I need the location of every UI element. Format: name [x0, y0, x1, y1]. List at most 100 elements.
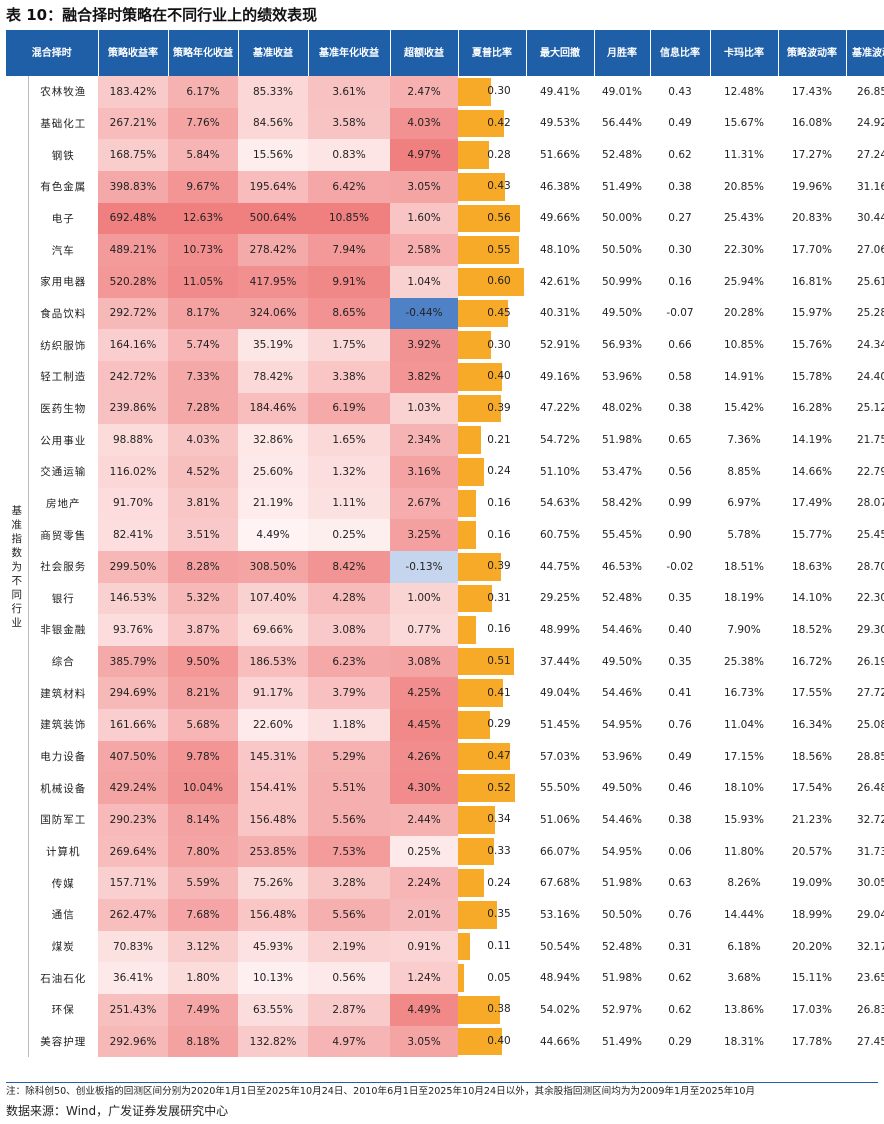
monthly-win-rate: 50.50%: [601, 244, 643, 257]
sharpe-ratio-bar: [458, 869, 485, 898]
max-drawdown: 44.66%: [539, 1035, 581, 1048]
industry-name: 交通运输: [40, 466, 87, 479]
calmar-ratio: 3.68%: [727, 972, 761, 985]
sharpe-ratio-value: 0.56: [487, 211, 511, 224]
industry-name: 银行: [51, 592, 75, 605]
strategy-annual-return: 8.18%: [168, 1025, 238, 1058]
strategy-return: 146.53%: [98, 582, 168, 615]
strategy-return: 93.76%: [98, 614, 168, 646]
strategy-annual-return: 10.73%: [168, 234, 238, 266]
strategy-annual-return: 7.33%: [168, 360, 238, 393]
strategy-annual-return: 7.80%: [168, 835, 238, 868]
benchmark-annual-return: 7.53%: [308, 835, 390, 868]
table-row: 商贸零售 82.41% 3.51% 4.49% 0.25% 3.25% 0.16 60.75%…: [6, 519, 884, 551]
benchmark-volatility: 32.17%: [856, 940, 884, 953]
max-drawdown: 55.50%: [539, 782, 581, 795]
benchmark-volatility: 30.05%: [856, 877, 884, 890]
benchmark-volatility: 26.48%: [856, 782, 884, 795]
excess-return: 3.05%: [390, 170, 458, 203]
benchmark-annual-return: 1.18%: [308, 709, 390, 741]
strategy-return: 91.70%: [98, 487, 168, 520]
sharpe-ratio-cell: 0.40: [458, 1026, 526, 1058]
strategy-annual-return: 5.74%: [168, 329, 238, 361]
sharpe-ratio-value: 0.30: [487, 85, 511, 98]
monthly-win-rate: 49.01%: [601, 85, 643, 98]
industry-name: 汽车: [51, 244, 75, 257]
sharpe-ratio-value: 0.16: [487, 623, 511, 636]
group-label: 基准指数为不同行业: [6, 76, 29, 1058]
sharpe-ratio-cell: 0.30: [458, 329, 526, 361]
benchmark-return: 156.48%: [238, 899, 308, 931]
strategy-return: 262.47%: [98, 899, 168, 931]
table-row: 建筑装饰 161.66% 5.68% 22.60% 1.18% 4.45% 0.29 51.4…: [6, 709, 884, 741]
benchmark-volatility: 29.30%: [856, 623, 884, 636]
strategy-annual-return: 7.49%: [168, 994, 238, 1026]
benchmark-annual-return: 10.85%: [308, 202, 390, 235]
sharpe-ratio-cell: 0.42: [458, 108, 526, 140]
information-ratio: 0.76: [668, 718, 692, 731]
excess-return: 4.49%: [390, 994, 458, 1026]
sharpe-ratio-bar: [458, 204, 520, 233]
monthly-win-rate: 48.02%: [601, 402, 643, 415]
sharpe-ratio-bar: [458, 236, 519, 264]
strategy-return: 164.16%: [98, 329, 168, 361]
sharpe-ratio-value: 0.40: [487, 370, 511, 383]
industry-name: 石油石化: [40, 972, 87, 985]
strategy-return: 299.50%: [98, 550, 168, 583]
excess-return: 1.00%: [390, 582, 458, 615]
sharpe-ratio-bar: [458, 901, 497, 929]
excess-return: 0.77%: [390, 614, 458, 646]
calmar-ratio: 15.42%: [723, 402, 765, 415]
benchmark-annual-return: 3.38%: [308, 360, 390, 393]
sharpe-ratio-bar: [458, 774, 516, 803]
benchmark-annual-return: 2.19%: [308, 930, 390, 963]
sharpe-ratio-value: 0.28: [487, 148, 511, 161]
information-ratio: 0.90: [668, 529, 692, 542]
benchmark-annual-return: 1.65%: [308, 424, 390, 456]
benchmark-annual-return: 3.58%: [308, 107, 390, 140]
strategy-volatility: 18.56%: [791, 750, 833, 763]
excess-return: -0.44%: [390, 297, 458, 330]
industry-name: 电力设备: [40, 751, 87, 764]
industry-name: 公用事业: [40, 434, 87, 447]
max-drawdown: 67.68%: [539, 877, 581, 890]
max-drawdown: 53.16%: [539, 908, 581, 921]
excess-return: 4.25%: [390, 677, 458, 710]
sharpe-ratio-bar: [458, 362, 502, 391]
max-drawdown: 66.07%: [539, 845, 581, 858]
industry-name: 建筑材料: [40, 687, 87, 700]
industry-name: 商贸零售: [40, 529, 87, 542]
calmar-ratio: 12.48%: [723, 85, 765, 98]
industry-name: 社会服务: [40, 561, 87, 574]
excess-return: 2.47%: [390, 76, 458, 108]
strategy-return: 385.79%: [98, 645, 168, 678]
strategy-return: 520.28%: [98, 265, 168, 298]
strategy-return: 168.75%: [98, 139, 168, 171]
excess-return: 3.92%: [390, 329, 458, 361]
benchmark-annual-return: 8.42%: [308, 550, 390, 583]
excess-return: 3.08%: [390, 645, 458, 678]
strategy-annual-return: 9.50%: [168, 645, 238, 678]
table-row: 通信 262.47% 7.68% 156.48% 5.56% 2.01% 0.35 53.16…: [6, 899, 884, 931]
calmar-ratio: 22.30%: [723, 244, 765, 257]
sharpe-ratio-bar: [458, 837, 495, 866]
strategy-volatility: 16.81%: [791, 275, 833, 288]
sharpe-ratio-cell: 0.05: [458, 962, 526, 994]
benchmark-volatility: 27.72%: [856, 687, 884, 700]
header-benchmark-annual-return: 基准年化收益: [308, 30, 391, 76]
excess-return: 2.01%: [390, 899, 458, 931]
monthly-win-rate: 56.93%: [601, 339, 643, 352]
strategy-volatility: 15.11%: [791, 972, 833, 985]
performance-table: 混合择时 策略收益率 策略年化收益 基准收益 基准年化收益 超额收益 夏普比率 最大回撤 月胜率…: [6, 30, 884, 1058]
calmar-ratio: 15.67%: [723, 117, 765, 130]
max-drawdown: 44.75%: [539, 560, 581, 573]
benchmark-return: 69.66%: [238, 614, 308, 646]
monthly-win-rate: 53.96%: [601, 370, 643, 383]
sharpe-ratio-bar: [458, 109, 505, 138]
strategy-annual-return: 5.68%: [168, 709, 238, 741]
sharpe-ratio-cell: 0.51: [458, 646, 526, 678]
sharpe-ratio-cell: 0.21: [458, 424, 526, 456]
strategy-annual-return: 8.17%: [168, 297, 238, 330]
header-benchmark-return: 基准收益: [238, 30, 309, 76]
benchmark-return: 4.49%: [238, 519, 308, 551]
